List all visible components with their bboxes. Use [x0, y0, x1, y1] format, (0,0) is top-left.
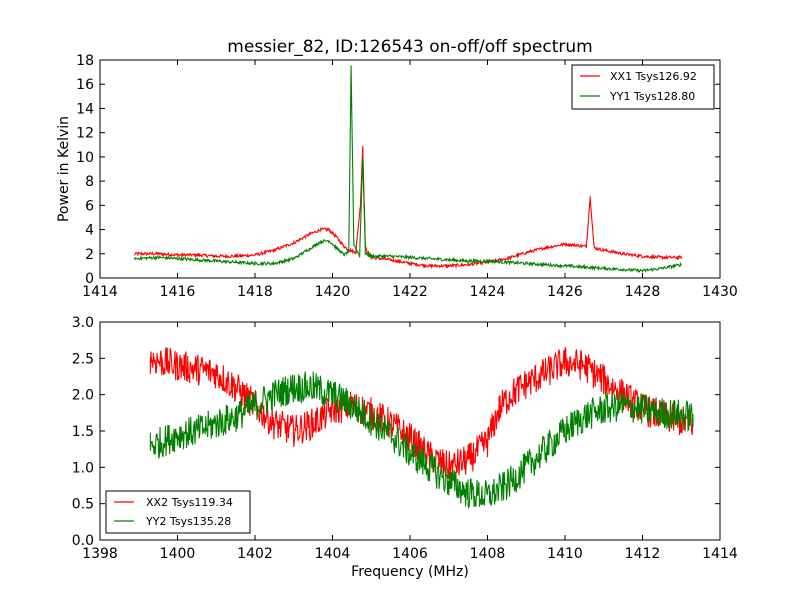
top-ytick-label: 4 — [85, 223, 94, 239]
top-ytick-label: 2 — [85, 247, 94, 263]
bottom-ytick-label: 1.5 — [72, 424, 94, 440]
bottom-xtick-label: 1406 — [392, 546, 428, 562]
bottom-plot-legend: XX2 Tsys119.34 YY2 Tsys135.28 — [105, 490, 251, 534]
top-ytick-label: 0 — [85, 271, 94, 287]
top-xtick-label: 1428 — [625, 284, 661, 300]
top-ytick-label: 10 — [76, 150, 94, 166]
bottom-xtick-label: 1402 — [237, 546, 273, 562]
top-plot-title: messier_82, ID:126543 on-off/off spectru… — [227, 37, 592, 57]
bottom-plot-series — [149, 347, 694, 510]
top-plot-legend: XX1 Tsys126.92 YY1 Tsys128.80 — [571, 64, 715, 110]
top-series-line-1 — [134, 65, 682, 274]
bottom-ytick-label: 0.5 — [72, 497, 94, 513]
top-legend-label-xx1: XX1 Tsys126.92 — [610, 70, 697, 83]
bottom-xtick-label: 1404 — [315, 546, 351, 562]
top-ytick-label: 14 — [76, 101, 94, 117]
bottom-plot-ticks: 1398 1400 1402 1404 1406 1408 1410 1412 1414 0.0 0… — [72, 315, 738, 562]
bottom-legend-label-xx2: XX2 Tsys119.34 — [146, 496, 233, 509]
top-legend-label-yy1: YY1 Tsys128.80 — [609, 90, 695, 103]
bottom-ytick-label: 2.5 — [72, 351, 94, 367]
bottom-plot: Frequency (MHz) 1398 1400 1402 1404 1406 1408… — [72, 315, 738, 580]
bottom-xtick-label: 1408 — [470, 546, 506, 562]
top-ytick-label: 16 — [76, 77, 94, 93]
top-xtick-label: 1424 — [470, 284, 506, 300]
bottom-ytick-label: 2.0 — [72, 388, 94, 404]
bottom-xtick-label: 1412 — [625, 546, 661, 562]
bottom-ytick-label: 1.0 — [72, 460, 94, 476]
top-plot-ticks: 1414 1416 1418 1420 1422 1424 1426 1428 14300246… — [76, 53, 738, 300]
top-legend-box — [571, 64, 715, 110]
top-xtick-label: 1422 — [392, 284, 428, 300]
bottom-plot-xlabel: Frequency (MHz) — [351, 564, 469, 580]
bottom-xtick-label: 1410 — [547, 546, 583, 562]
top-xtick-label: 1430 — [702, 284, 738, 300]
top-ytick-label: 8 — [85, 174, 94, 190]
bottom-xtick-label: 1398 — [82, 546, 118, 562]
top-ytick-label: 12 — [76, 126, 94, 142]
top-plot-series — [134, 65, 682, 274]
bottom-ytick-label: 3.0 — [72, 315, 94, 331]
top-xtick-label: 1416 — [160, 284, 196, 300]
bottom-legend-label-yy2: YY2 Tsys135.28 — [145, 515, 231, 528]
top-xtick-label: 1426 — [547, 284, 583, 300]
top-ytick-label: 6 — [85, 198, 94, 214]
top-xtick-label: 1414 — [82, 284, 118, 300]
top-series-line-0 — [134, 146, 682, 270]
bottom-xtick-label: 1414 — [702, 546, 738, 562]
top-ytick-label: 18 — [76, 53, 94, 69]
top-xtick-label: 1418 — [237, 284, 273, 300]
top-xtick-label: 1420 — [315, 284, 351, 300]
bottom-series-line-1 — [149, 371, 694, 510]
top-plot: messier_82, ID:126543 on-off/off spectru… — [56, 37, 738, 300]
bottom-xtick-label: 1400 — [160, 546, 196, 562]
bottom-legend-box — [105, 490, 251, 534]
bottom-ytick-label: 0.0 — [72, 533, 94, 549]
top-plot-ylabel: Power in Kelvin — [56, 116, 72, 222]
